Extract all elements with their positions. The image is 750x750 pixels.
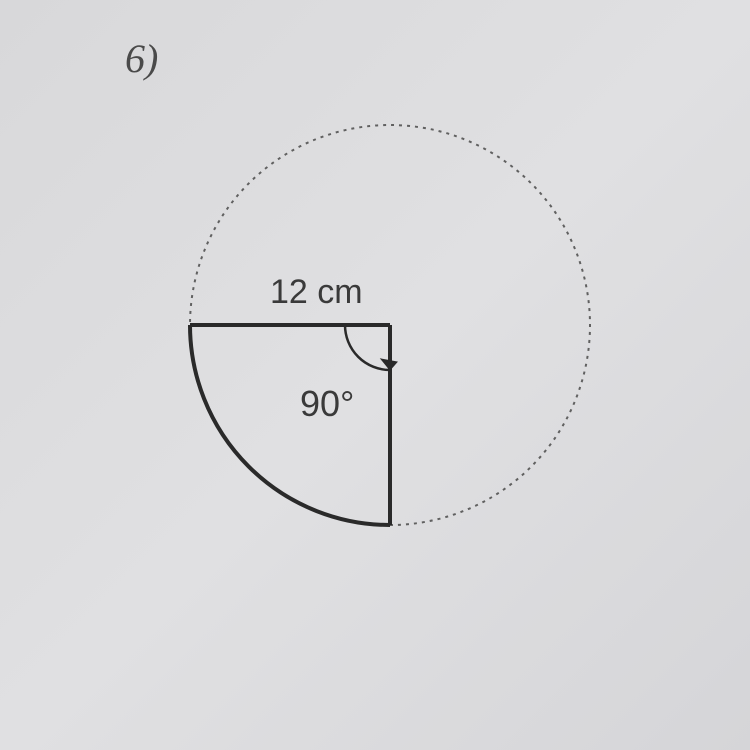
angle-label: 90° <box>300 383 354 425</box>
angle-marker-arc <box>345 325 390 370</box>
radius-label: 12 cm <box>270 273 363 312</box>
circle-sector-diagram: 12 cm 90° <box>140 75 640 575</box>
diagram-svg <box>140 75 640 575</box>
sector-arc <box>190 325 390 525</box>
